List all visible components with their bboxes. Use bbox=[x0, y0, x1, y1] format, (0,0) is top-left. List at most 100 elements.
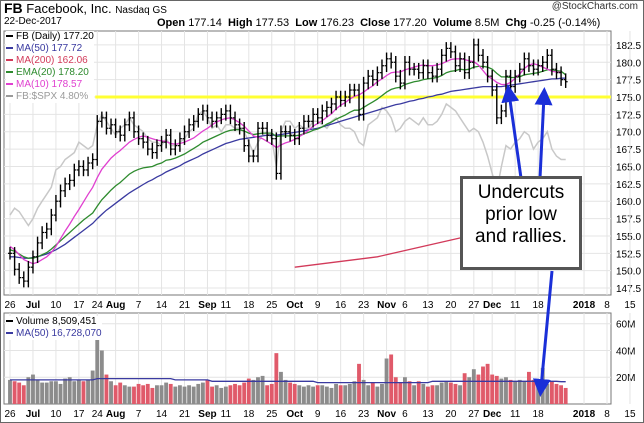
legend-label: MA(10) 178.57 bbox=[16, 79, 83, 90]
volume-bar bbox=[522, 381, 527, 404]
volume-bar bbox=[200, 382, 205, 404]
price-x-tick-label: 25 bbox=[266, 300, 278, 311]
volume-bar bbox=[338, 385, 343, 404]
volume-x-tick-label: 27 bbox=[468, 409, 480, 420]
relative-spx-line bbox=[9, 102, 566, 227]
volume-bar bbox=[288, 382, 293, 404]
volume-bar bbox=[398, 382, 403, 404]
volume-bar bbox=[380, 383, 384, 404]
high-label: High bbox=[227, 17, 253, 29]
change-label: Chg bbox=[505, 17, 527, 29]
price-tick-label: 157.5 bbox=[616, 215, 641, 226]
volume-bar bbox=[242, 382, 247, 404]
volume-bar bbox=[499, 378, 504, 404]
volume-legend-item: MA(50) 16,728,070 bbox=[6, 328, 102, 340]
volume-x-tick-label: 17 bbox=[73, 409, 85, 420]
price-x-tick-label: Aug bbox=[106, 300, 125, 311]
price-tick-label: 147.5 bbox=[616, 284, 641, 295]
price-tick-label: 175.0 bbox=[616, 93, 641, 104]
volume-x-tick-label: Oct bbox=[286, 409, 303, 420]
price-x-tick-label: 9 bbox=[315, 300, 321, 311]
volume-bar bbox=[164, 382, 169, 404]
volume-bar bbox=[306, 385, 311, 404]
volume-value: 8.5M bbox=[474, 17, 500, 29]
price-x-tick-label: 10 bbox=[50, 300, 62, 311]
volume-bar bbox=[246, 378, 251, 404]
candlestick-icon bbox=[6, 35, 13, 38]
ema20-line bbox=[9, 65, 567, 259]
volume-bar bbox=[76, 379, 81, 404]
price-tick-label: 155.0 bbox=[616, 232, 641, 243]
volume-tick-label: 60M bbox=[616, 320, 635, 331]
volume-x-tick-label: 24 bbox=[92, 409, 104, 420]
price-tick-label: 167.5 bbox=[616, 145, 641, 156]
volume-bar bbox=[531, 379, 536, 404]
price-x-tick-label: 18 bbox=[533, 300, 545, 311]
volume-bar bbox=[159, 385, 164, 404]
legend-label: EMA(20) 178.20 bbox=[16, 67, 89, 78]
volume-bar bbox=[416, 381, 421, 404]
price-legend: FB (Daily) 177.20 MA(50) 177.72 MA(200) 16… bbox=[6, 31, 94, 103]
volume-x-tick-label: 15 bbox=[624, 409, 636, 420]
price-x-tick-label: 11 bbox=[510, 300, 521, 311]
volume-x-tick-label: 25 bbox=[266, 409, 278, 420]
low-label: Low bbox=[295, 17, 318, 29]
open-value: 177.14 bbox=[188, 17, 222, 29]
annotation-callout: Undercuts prior low and rallies. bbox=[460, 176, 582, 270]
price-x-tick-label: 7 bbox=[136, 300, 142, 311]
price-legend-item: MA(50) 177.72 bbox=[6, 43, 94, 55]
volume-x-tick-label: 21 bbox=[179, 409, 191, 420]
legend-swatch bbox=[6, 47, 13, 50]
volume-bar bbox=[155, 385, 159, 404]
volume-bar bbox=[334, 383, 338, 404]
volume-bar bbox=[256, 377, 260, 404]
change-value: -0.25 (-0.14%) bbox=[529, 17, 601, 29]
price-x-tick-label: 20 bbox=[445, 300, 457, 311]
volume-bar bbox=[90, 370, 95, 404]
price-x-tick-label: 13 bbox=[422, 300, 434, 311]
volume-bar bbox=[219, 387, 224, 404]
volume-x-tick-label: 18 bbox=[533, 409, 545, 420]
volume-x-tick-label: 23 bbox=[358, 409, 370, 420]
volume-bar bbox=[444, 381, 449, 404]
volume-ma50-line bbox=[10, 377, 566, 384]
price-x-tick-label: 8 bbox=[604, 300, 610, 311]
volume-bar bbox=[527, 371, 531, 404]
volume-bar bbox=[311, 386, 316, 404]
volume-x-tick-label: 20 bbox=[445, 409, 457, 420]
volume-x-tick-label: 16 bbox=[335, 409, 347, 420]
price-x-tick-label: Nov bbox=[377, 300, 396, 311]
volume-label: Volume bbox=[432, 17, 472, 29]
volume-bar bbox=[476, 374, 481, 404]
volume-bar bbox=[448, 382, 453, 404]
volume-bar bbox=[95, 319, 100, 404]
volume-bar bbox=[260, 375, 265, 404]
close-label: Close bbox=[360, 17, 391, 29]
volume-tick-label: 20M bbox=[616, 373, 635, 384]
price-tick-label: 162.5 bbox=[616, 180, 641, 191]
price-legend-item: FB:$SPX 4.80% bbox=[6, 91, 94, 103]
volume-bar bbox=[228, 385, 233, 404]
volume-bar bbox=[453, 383, 458, 404]
volume-bar bbox=[40, 382, 45, 404]
price-x-tick-label: 6 bbox=[402, 300, 408, 311]
volume-bar bbox=[177, 385, 182, 404]
volume-bar bbox=[490, 374, 495, 404]
callout-line-3: and rallies. bbox=[475, 226, 567, 247]
ticker-symbol: FB bbox=[4, 0, 23, 16]
volume-bar bbox=[471, 369, 476, 404]
chart-date: 22-Dec-2017 bbox=[4, 16, 62, 27]
volume-bar bbox=[233, 383, 237, 404]
volume-tick-label: 40M bbox=[616, 346, 635, 357]
volume-bar bbox=[563, 387, 568, 404]
volume-bar bbox=[53, 381, 58, 404]
volume-bar bbox=[205, 379, 210, 404]
volume-bar bbox=[545, 383, 550, 404]
price-tick-label: 170.0 bbox=[616, 128, 641, 139]
volume-bar bbox=[301, 386, 306, 404]
volume-bar bbox=[214, 385, 219, 404]
legend-label: FB:$SPX 4.80% bbox=[16, 91, 89, 102]
volume-bar bbox=[430, 385, 435, 404]
price-tick-label: 165.0 bbox=[616, 162, 641, 173]
legend-swatch bbox=[6, 320, 13, 323]
